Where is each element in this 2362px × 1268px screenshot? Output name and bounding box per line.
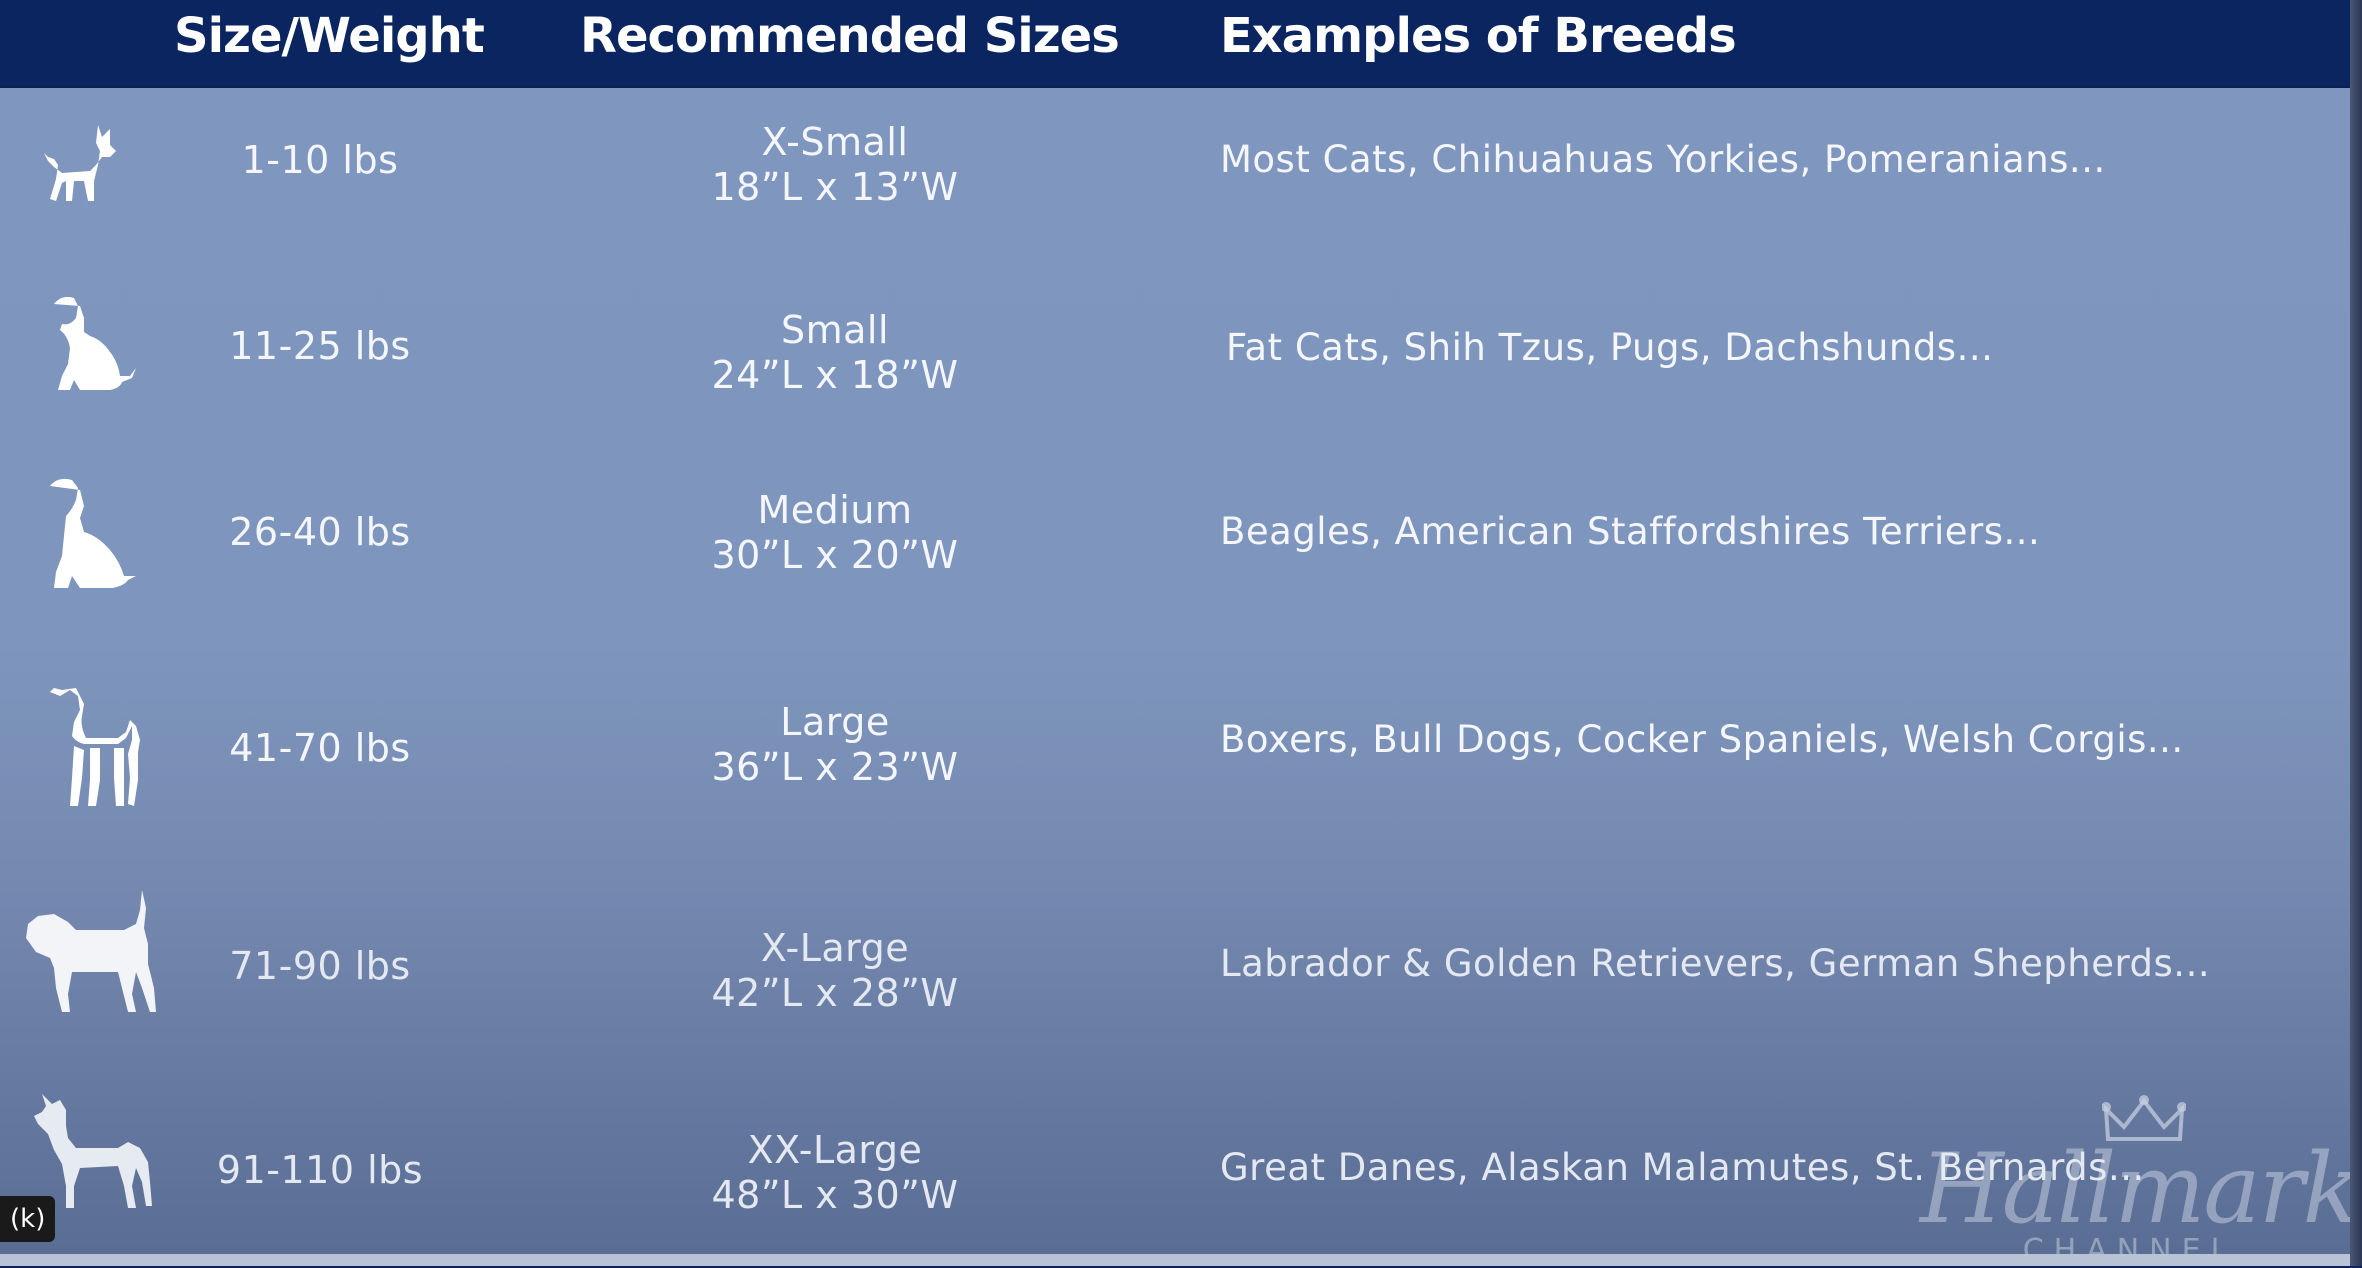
size-name: X-Small: [761, 120, 909, 164]
weight-range: 1-10 lbs: [241, 138, 399, 182]
breed-examples: Most Cats, Chihuahuas Yorkies, Pomerania…: [1220, 138, 2106, 181]
size-name: X-Large: [760, 926, 910, 970]
header-examples-of-breeds: Examples of Breeds: [1220, 8, 1737, 64]
table-row: 71-90 lbs X-Large 42”L x 28”W Labrador &…: [0, 856, 2350, 1066]
hallmark-channel-logo: Hallmark CHANNEL: [1920, 1095, 2361, 1268]
crown-icon: [2101, 1095, 2187, 1151]
header-size-weight: Size/Weight: [174, 8, 485, 64]
great-dane-standing-icon: [32, 1090, 157, 1215]
size-dimensions: 30”L x 20”W: [711, 533, 959, 577]
corner-badge: (k): [0, 1196, 56, 1242]
weight-range: 11-25 lbs: [229, 324, 411, 368]
weight-range: 26-40 lbs: [229, 510, 411, 554]
recommended-size: X-Small 18”L x 13”W: [640, 120, 1030, 210]
size-name: Medium: [757, 488, 913, 532]
small-dog-sitting-icon: [40, 292, 140, 392]
right-edge-shadow: [2350, 0, 2362, 1266]
header-recommended-sizes: Recommended Sizes: [580, 8, 1120, 64]
weight-range: 41-70 lbs: [229, 726, 411, 770]
logo-wordmark: Hallmark: [1920, 1133, 2361, 1245]
size-name: Large: [780, 700, 890, 744]
size-dimensions: 36”L x 23”W: [711, 745, 959, 789]
table-row: 26-40 lbs Medium 30”L x 20”W Beagles, Am…: [0, 426, 2350, 636]
size-name: Small: [780, 308, 890, 352]
size-dimensions: 18”L x 13”W: [711, 165, 959, 209]
table-row: 1-10 lbs X-Small 18”L x 13”W Most Cats, …: [0, 86, 2350, 246]
breed-examples: Great Danes, Alaskan Malamutes, St. Bern…: [1220, 1146, 2145, 1189]
chihuahua-silhouette-icon: [40, 121, 120, 206]
table-row: 11-25 lbs Small 24”L x 18”W Fat Cats, Sh…: [0, 246, 2350, 426]
breed-examples: Labrador & Golden Retrievers, German She…: [1220, 942, 2211, 985]
weight-range: 91-110 lbs: [216, 1148, 424, 1192]
size-dimensions: 24”L x 18”W: [711, 353, 959, 397]
breed-examples: Fat Cats, Shih Tzus, Pugs, Dachshunds...: [1226, 326, 1994, 369]
retriever-standing-icon: [24, 888, 164, 1023]
recommended-size: X-Large 42”L x 28”W: [640, 926, 1030, 1016]
recommended-size: Large 36”L x 23”W: [640, 700, 1030, 790]
table-row: 41-70 lbs Large 36”L x 23”W Boxers, Bull…: [0, 636, 2350, 856]
size-name: XX-Large: [747, 1128, 923, 1172]
breed-examples: Boxers, Bull Dogs, Cocker Spaniels, Wels…: [1220, 718, 2184, 761]
recommended-size: Medium 30”L x 20”W: [640, 488, 1030, 578]
weight-range: 71-90 lbs: [229, 944, 411, 988]
recommended-size: Small 24”L x 18”W: [640, 308, 1030, 398]
terrier-standing-icon: [44, 686, 144, 811]
breed-examples: Beagles, American Staffordshires Terrier…: [1220, 510, 2041, 553]
recommended-size: XX-Large 48”L x 30”W: [640, 1128, 1030, 1218]
beagle-sitting-icon: [40, 476, 140, 591]
table-header: Size/Weight Recommended Sizes Examples o…: [0, 0, 2350, 88]
size-dimensions: 42”L x 28”W: [711, 971, 959, 1015]
bottom-border: [0, 1254, 2350, 1266]
size-dimensions: 48”L x 30”W: [711, 1173, 959, 1217]
table-row: 91-110 lbs XX-Large 48”L x 30”W Great Da…: [0, 1066, 2350, 1256]
